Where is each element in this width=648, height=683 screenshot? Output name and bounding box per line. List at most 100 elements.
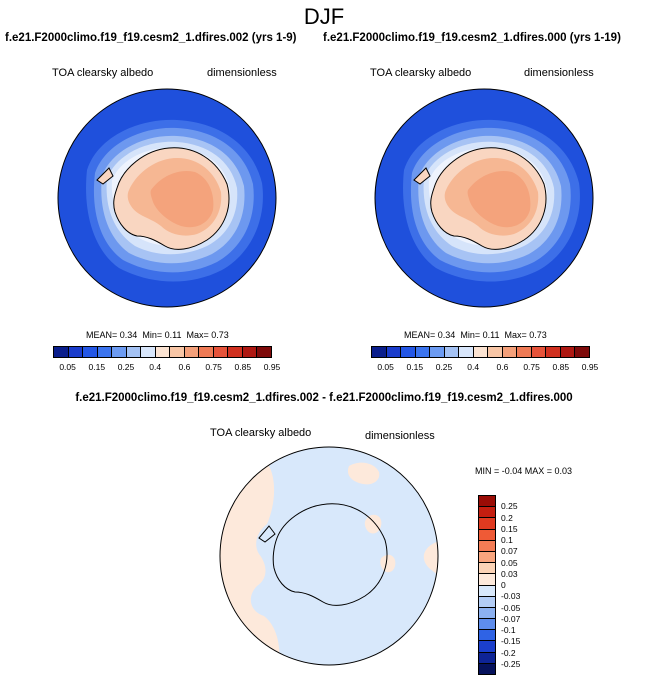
colorbar-swatch <box>517 347 532 357</box>
colorbar-swatch <box>546 347 561 357</box>
colorbar-swatch <box>479 551 495 564</box>
colorbar-tick-label: 0.95 <box>581 362 599 372</box>
colorbar-tick-label: 0.6 <box>178 362 191 372</box>
colorbar-swatch <box>479 585 495 597</box>
colorbar-tick-label: 0.4 <box>467 362 480 372</box>
left-coastline <box>96 147 230 250</box>
colorbar-tick-label: 0.15 <box>406 362 424 372</box>
colorbar-tick-label: 0.95 <box>263 362 281 372</box>
colorbar-swatch <box>242 347 258 357</box>
colorbar-tick-label: -0.03 <box>501 591 521 602</box>
colorbar-swatch <box>488 347 503 357</box>
left-map-border <box>57 88 277 308</box>
colorbar-swatch <box>444 347 460 357</box>
colorbar-tick-label: 0.07 <box>501 546 518 557</box>
figure-title: DJF <box>303 4 345 29</box>
diffneg-region <box>250 447 438 665</box>
colorbar-swatch <box>479 529 495 541</box>
colorbar-tick-label: 0.4 <box>149 362 162 372</box>
diff-units-label: dimensionless <box>365 430 435 442</box>
colorbar-swatch <box>372 347 387 357</box>
colorbar-tick-label: 0.05 <box>59 362 76 372</box>
diff-variable-label: TOA clearsky albedo <box>210 427 312 439</box>
colorbar-swatch <box>170 347 185 357</box>
colorbar-tick-label: 0.75 <box>205 362 222 372</box>
right-colorbar <box>371 346 590 358</box>
land-core-region <box>467 170 531 228</box>
colorbar-tick-label: 0.15 <box>88 362 106 372</box>
colorbar-swatch <box>155 347 171 357</box>
diff-polar-map <box>219 446 439 666</box>
colorbar-tick-label: -0.15 <box>501 636 521 647</box>
diff-map-border <box>219 446 439 666</box>
colorbar-tick-label: 0.25 <box>117 362 135 372</box>
diff-colorbar-ticks: 0.25 0.2 0.15 0.1 0.07 0.05 0.03 0 -0.03 -0.05 -0.… <box>501 495 541 675</box>
colorbar-swatch <box>97 347 113 357</box>
colorbar-swatch <box>126 347 142 357</box>
colorbar-swatch <box>479 518 495 530</box>
colorbar-tick-label: 0.85 <box>552 362 570 372</box>
colorbar-swatch <box>184 347 200 357</box>
colorbar-swatch <box>68 347 84 357</box>
colorbar-swatch <box>479 663 495 674</box>
colorbar-tick-label: 0.85 <box>234 362 252 372</box>
colorbar-swatch <box>257 347 271 357</box>
colorbar-tick-label: 0.03 <box>501 568 518 579</box>
colorbar-swatch <box>228 347 243 357</box>
right-stats: MEAN= 0.34 Min= 0.11 Max= 0.73 <box>404 330 547 340</box>
colorbar-swatch <box>459 347 474 357</box>
left-colorbar <box>53 346 272 358</box>
diff-coastline <box>258 503 388 606</box>
colorbar-swatch <box>479 641 495 653</box>
diffpos-region <box>380 554 396 573</box>
colorbar-swatch <box>473 347 489 357</box>
right-map-border <box>374 88 594 308</box>
colorbar-swatch <box>430 347 445 357</box>
colorbar-swatch <box>54 347 69 357</box>
left-colorbar-ticks: 0.05 0.15 0.25 0.4 0.6 0.75 0.85 0.95 <box>53 362 280 374</box>
colorbar-tick-label: 0.1 <box>501 535 513 545</box>
colorbar-tick-label: -0.05 <box>501 602 521 613</box>
diff-stats: MIN = -0.04 MAX = 0.03 <box>475 466 573 476</box>
colorbar-tick-label: 0.15 <box>501 523 518 534</box>
diff-title: f.e21.F2000climo.f19_f19.cesm2_1.dfires.… <box>75 392 573 404</box>
colorbar-tick-label: 0.05 <box>377 362 394 372</box>
colorbar-tick-label: -0.07 <box>501 613 521 624</box>
colorbar-tick-label: 0.2 <box>501 512 513 523</box>
left-case-title: f.e21.F2000climo.f19_f19.cesm2_1.dfires.… <box>5 32 297 44</box>
colorbar-swatch <box>502 347 518 357</box>
diff-colorbar <box>478 495 496 675</box>
colorbar-swatch <box>531 347 547 357</box>
right-colorbar-ticks: 0.05 0.15 0.25 0.4 0.6 0.75 0.85 0.95 <box>371 362 598 374</box>
right-variable-label: TOA clearsky albedo <box>370 67 472 79</box>
colorbar-swatch <box>213 347 229 357</box>
right-coastline <box>413 147 547 250</box>
colorbar-swatch <box>401 347 416 357</box>
left-stats: MEAN= 0.34 Min= 0.11 Max= 0.73 <box>86 330 229 340</box>
colorbar-swatch <box>560 347 576 357</box>
right-polar-map <box>374 88 594 308</box>
colorbar-swatch <box>479 607 495 620</box>
colorbar-swatch <box>479 574 495 586</box>
colorbar-tick-label: -0.2 <box>501 647 516 658</box>
colorbar-tick-label: -0.25 <box>501 658 521 669</box>
colorbar-swatch <box>479 540 495 552</box>
colorbar-swatch <box>112 347 127 357</box>
colorbar-swatch <box>479 507 495 519</box>
colorbar-tick-label: 0.75 <box>523 362 540 372</box>
left-variable-label: TOA clearsky albedo <box>52 67 154 79</box>
colorbar-tick-label: 0.25 <box>435 362 453 372</box>
colorbar-swatch <box>415 347 431 357</box>
right-units-label: dimensionless <box>524 67 594 79</box>
diffpos-region <box>364 514 382 534</box>
colorbar-swatch <box>575 347 589 357</box>
right-case-title: f.e21.F2000climo.f19_f19.cesm2_1.dfires.… <box>323 32 621 44</box>
colorbar-swatch <box>386 347 402 357</box>
colorbar-tick-label: 0.05 <box>501 557 518 568</box>
colorbar-tick-label: -0.1 <box>501 625 516 635</box>
colorbar-swatch <box>479 652 495 664</box>
diff-map-field <box>220 447 438 665</box>
colorbar-tick-label: 0.6 <box>496 362 509 372</box>
left-polar-map <box>57 88 277 308</box>
colorbar-tick-label: 0.25 <box>501 501 518 512</box>
